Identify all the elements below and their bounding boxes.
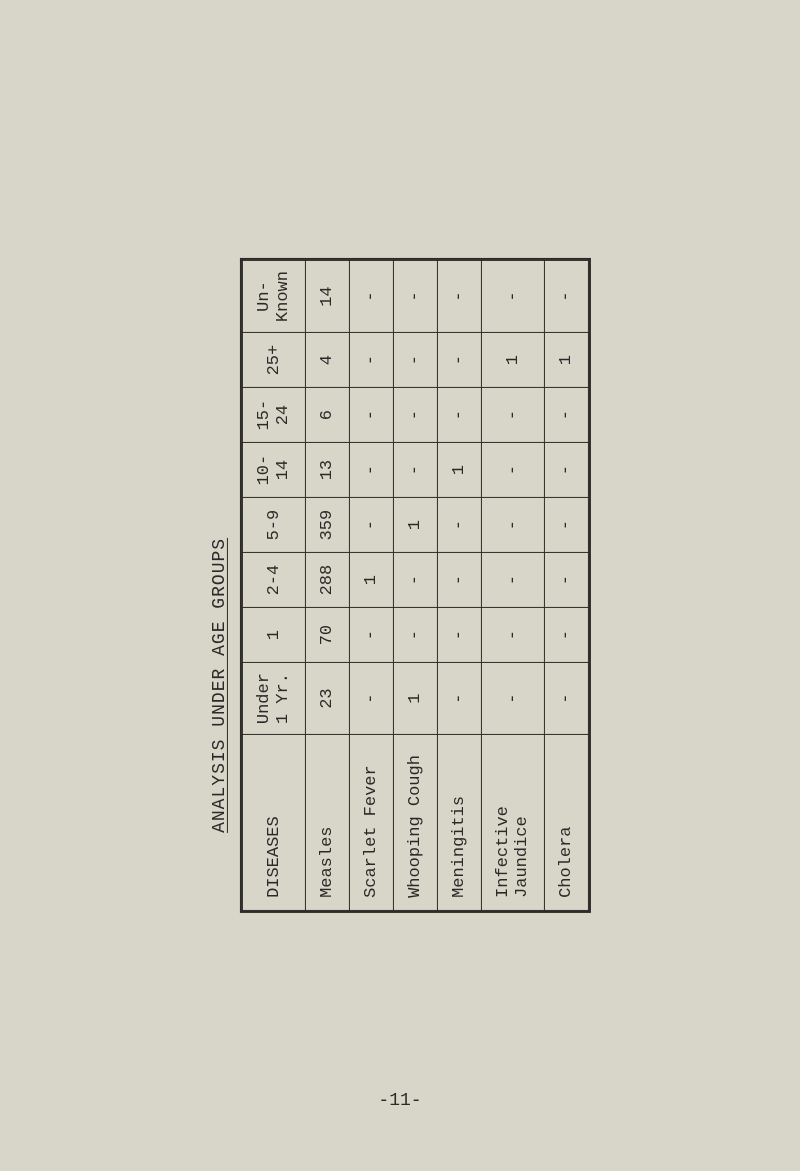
cell-value: - [481,608,544,663]
cell-value: 1 [544,333,588,388]
table-header: DISEASES Under1 Yr. 1 2-4 5-9 10-14 15-2… [242,261,305,911]
col-25plus: 25+ [242,333,305,388]
col-1: 1 [242,608,305,663]
col-under-1yr: Under1 Yr. [242,663,305,735]
cell-value: - [349,333,393,388]
disease-name: Scarlet Fever [349,735,393,911]
disease-name: InfectiveJaundice [481,735,544,911]
cell-value: - [481,388,544,443]
cell-value: - [481,553,544,608]
cell-value: 288 [305,553,349,608]
cell-value: - [349,608,393,663]
cell-value: - [437,333,481,388]
table-row: Scarlet Fever - - 1 - - - - - [349,261,393,911]
disease-name: Meningitis [437,735,481,911]
page-container: ANALYSIS UNDER AGE GROUPS DISEASES Under… [0,0,800,1171]
cell-value: - [393,333,437,388]
cell-value: - [437,498,481,553]
cell-value: - [481,498,544,553]
cell-value: - [437,261,481,333]
cell-value: - [544,663,588,735]
cell-value: - [544,498,588,553]
page-number: -11- [378,1091,421,1111]
table-row: Measles 23 70 288 359 13 6 4 14 [305,261,349,911]
rotated-content: ANALYSIS UNDER AGE GROUPS DISEASES Under… [209,258,590,913]
cell-value: - [393,388,437,443]
col-10-14: 10-14 [242,443,305,498]
table-row: Whooping Cough 1 - - 1 - - - - [393,261,437,911]
cell-value: - [349,388,393,443]
cell-value: 1 [393,663,437,735]
cell-value: - [349,663,393,735]
cell-value: - [544,388,588,443]
header-row: DISEASES Under1 Yr. 1 2-4 5-9 10-14 15-2… [242,261,305,911]
cell-value: - [481,443,544,498]
cell-value: - [393,443,437,498]
cell-value: - [437,553,481,608]
cell-value: - [481,261,544,333]
cell-value: 1 [437,443,481,498]
cell-value: - [481,663,544,735]
cell-value: 359 [305,498,349,553]
col-diseases: DISEASES [242,735,305,911]
col-15-24: 15-24 [242,388,305,443]
cell-value: 1 [481,333,544,388]
cell-value: 1 [393,498,437,553]
cell-value: - [437,608,481,663]
cell-value: - [393,553,437,608]
cell-value: - [437,388,481,443]
cell-value: - [544,608,588,663]
cell-value: 70 [305,608,349,663]
table-row: Meningitis - - - - 1 - - - [437,261,481,911]
disease-name: Whooping Cough [393,735,437,911]
table-title: ANALYSIS UNDER AGE GROUPS [209,538,229,833]
cell-value: - [544,443,588,498]
cell-value: 6 [305,388,349,443]
cell-value: - [349,498,393,553]
cell-value: - [393,261,437,333]
cell-value: 23 [305,663,349,735]
cell-value: 14 [305,261,349,333]
cell-value: - [544,261,588,333]
col-2-4: 2-4 [242,553,305,608]
cell-value: 13 [305,443,349,498]
cell-value: 1 [349,553,393,608]
table-row: InfectiveJaundice - - - - - - 1 - [481,261,544,911]
cell-value: - [349,261,393,333]
cell-value: - [544,553,588,608]
table-body: Measles 23 70 288 359 13 6 4 14 Scarlet … [305,261,588,911]
table-wrapper: DISEASES Under1 Yr. 1 2-4 5-9 10-14 15-2… [239,258,590,913]
disease-name: Measles [305,735,349,911]
age-groups-table: DISEASES Under1 Yr. 1 2-4 5-9 10-14 15-2… [241,260,588,911]
cell-value: - [349,443,393,498]
col-5-9: 5-9 [242,498,305,553]
cell-value: - [437,663,481,735]
cell-value: 4 [305,333,349,388]
table-row: Cholera - - - - - - 1 - [544,261,588,911]
col-unknown: Un-Known [242,261,305,333]
disease-name: Cholera [544,735,588,911]
cell-value: - [393,608,437,663]
